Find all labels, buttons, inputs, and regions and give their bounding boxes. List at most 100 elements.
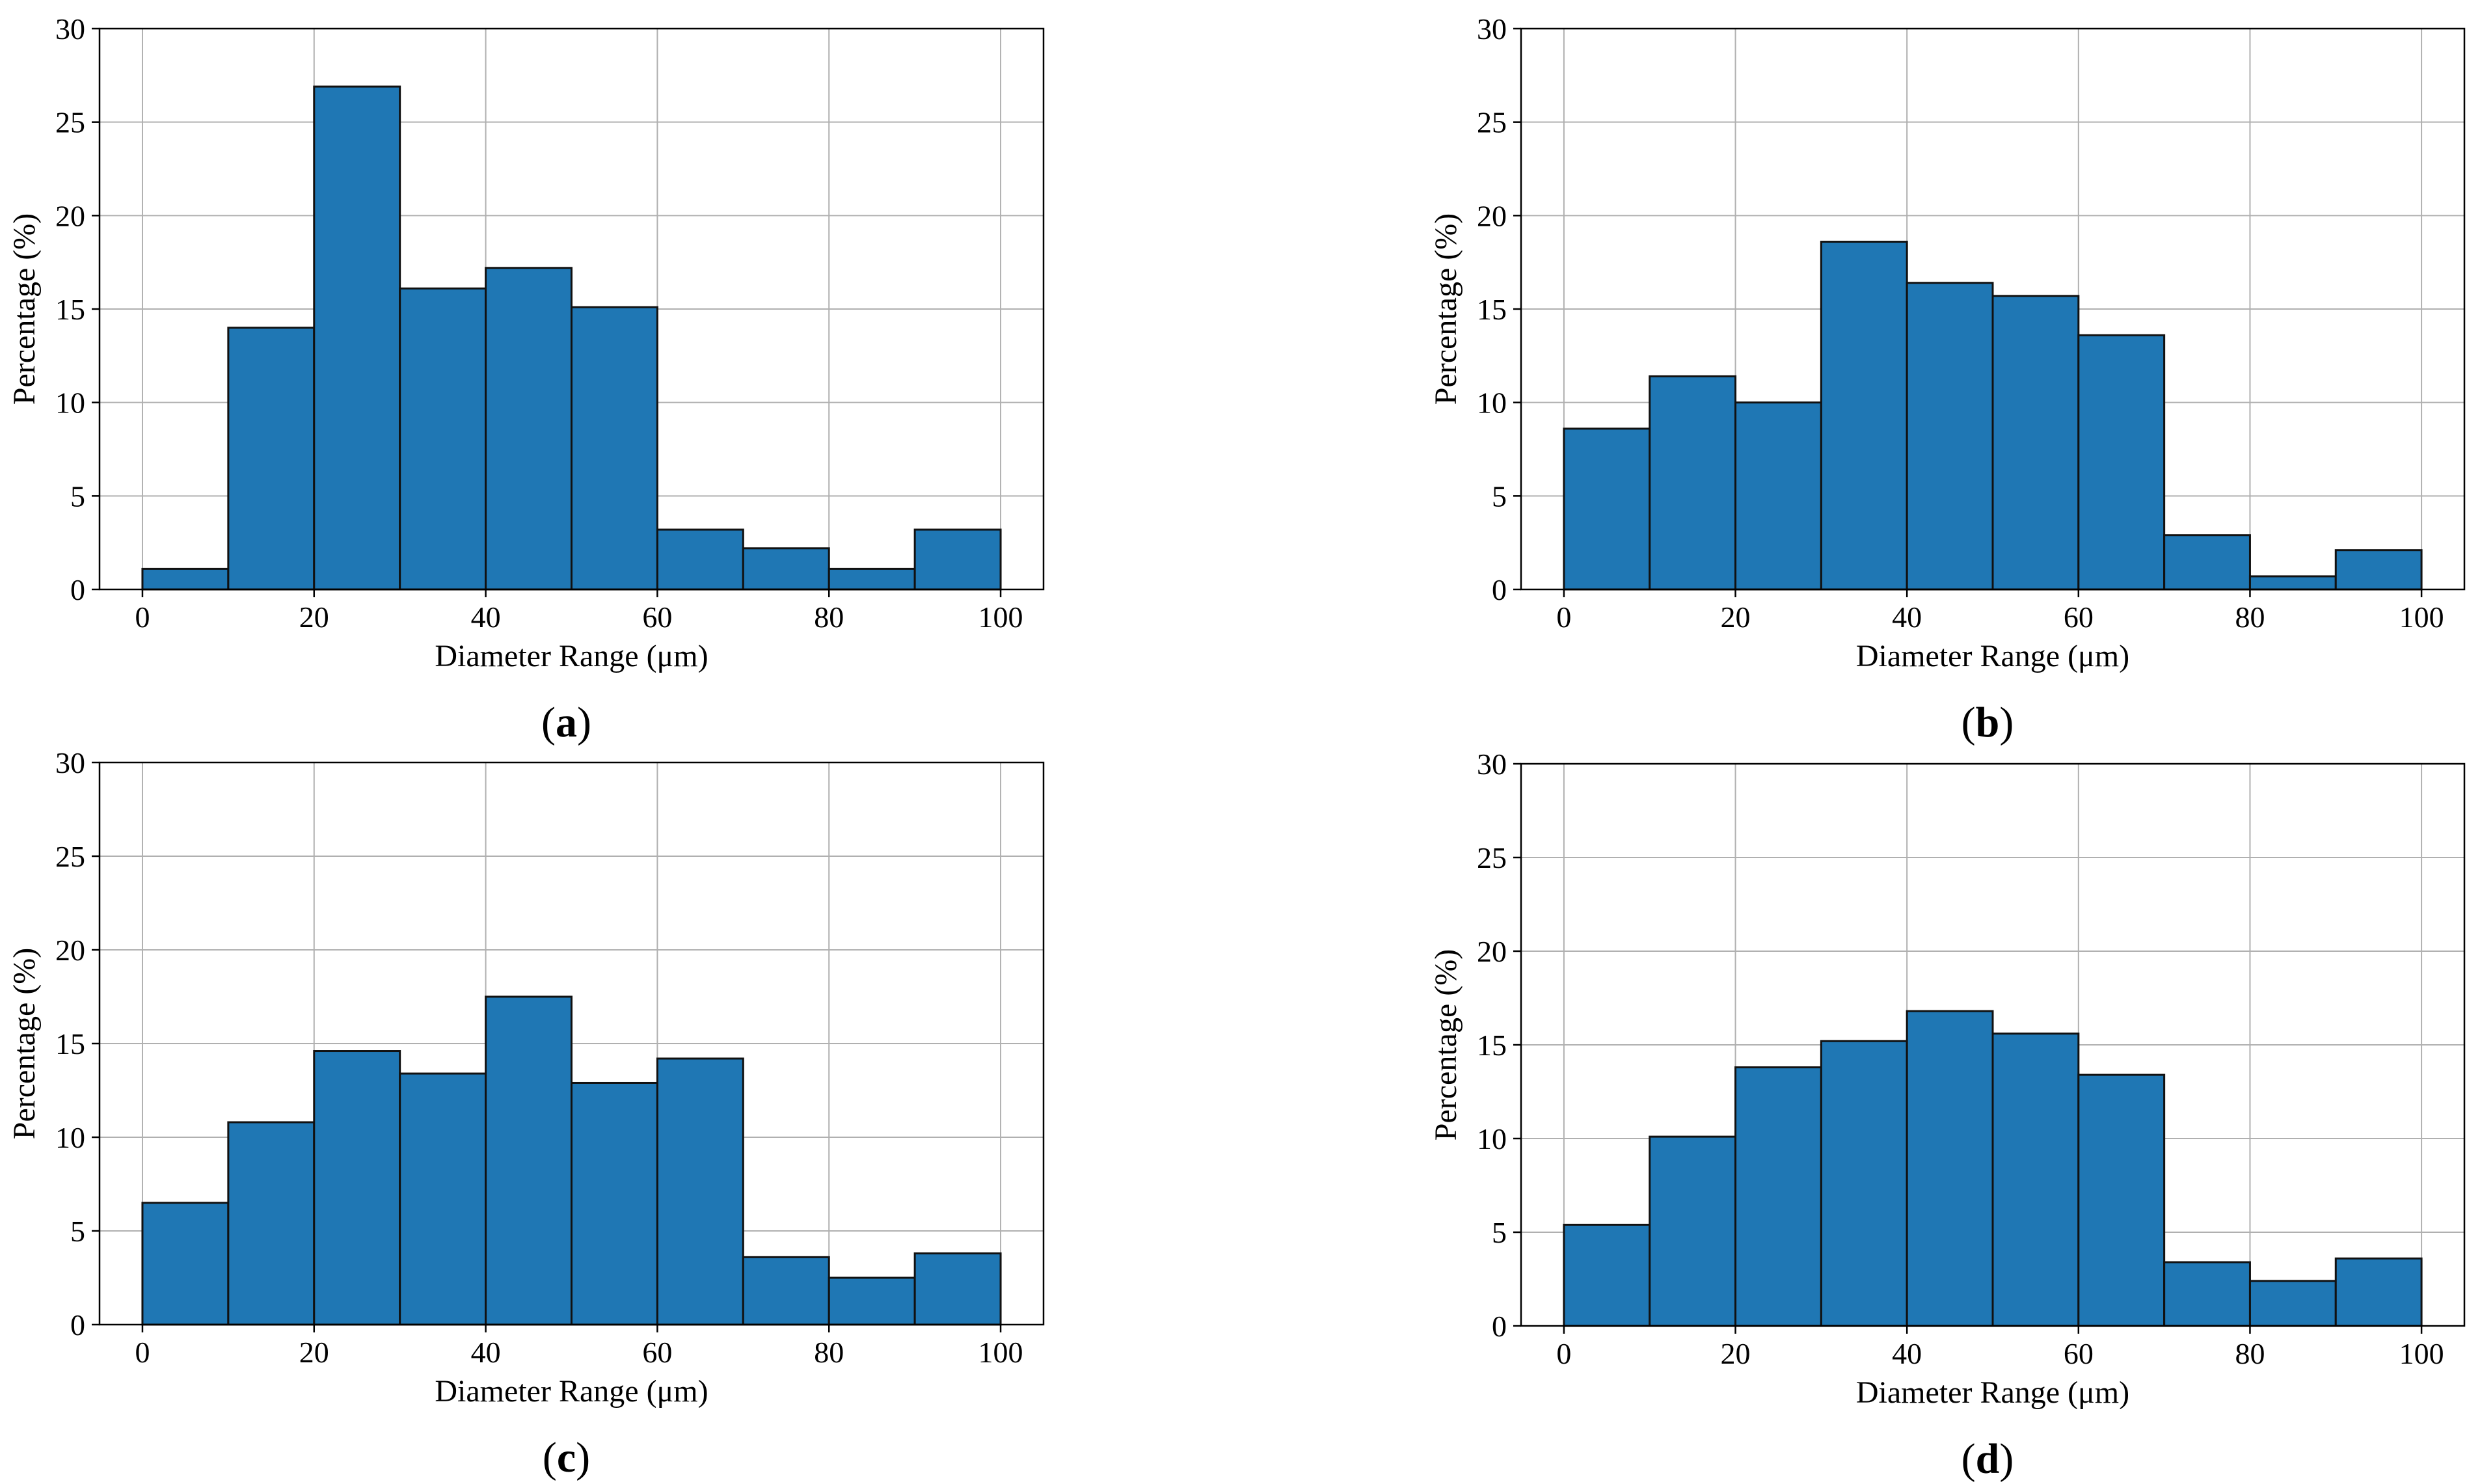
x-tick-label: 60 [642,1336,672,1369]
histogram-bar [656,1057,744,1326]
y-tick-label: 30 [1477,12,1507,46]
histogram-bar [2077,334,2166,591]
x-tick-label: 20 [299,1336,329,1369]
x-axis-title: Diameter Range (μm) [1856,639,2129,673]
histogram-bar [742,547,830,591]
histogram-bar [913,528,1002,591]
histogram-bar [2163,1261,2251,1327]
x-tick-label: 80 [814,600,844,634]
x-axis: 0 20 40 60 80 100 [135,589,1023,634]
histogram-bar [399,287,487,591]
y-tick-label: 15 [55,1027,85,1060]
x-tick-label: 100 [978,1336,1023,1369]
y-tick-label: 15 [1477,293,1507,326]
x-tick-label: 40 [1892,600,1922,634]
histogram-bar [913,1252,1002,1326]
y-tick-label: 20 [1477,199,1507,232]
x-tick-label: 40 [471,600,501,634]
y-tick-label: 25 [55,840,85,873]
y-tick-label: 25 [1477,841,1507,874]
histogram-bar [1734,1066,1822,1327]
panel-label: (b) [1961,699,2014,746]
bars [1563,1010,2423,1327]
x-axis: 0 20 40 60 80 100 [135,1325,1023,1369]
y-tick-label: 25 [55,106,85,139]
histogram-bar [656,528,744,591]
histogram-bar [1649,1135,1737,1327]
histogram-bar [828,1276,916,1326]
y-tick-label: 0 [1492,1310,1507,1343]
x-tick-label: 20 [1721,600,1751,634]
panel-d: 0 20 40 60 80 100 0 5 10 15 20 25 30 Diameter Range (… [1429,748,2466,1483]
histogram-bar [2077,1073,2166,1327]
histogram-bar [828,567,916,591]
y-axis-title: Percentage (%) [1429,213,1463,405]
histogram-bar [571,306,658,591]
y-tick-label: 10 [1477,386,1507,420]
y-axis: 0 5 10 15 20 25 30 [1477,12,1521,606]
x-tick-label: 80 [2235,1337,2265,1370]
y-axis-title: Percentage (%) [7,213,42,405]
histogram-bar [742,1256,830,1326]
histogram-bar [485,995,573,1326]
y-tick-label: 30 [1477,748,1507,781]
y-tick-label: 10 [55,386,85,420]
y-tick-label: 10 [55,1121,85,1154]
x-tick-label: 0 [1556,1337,1571,1370]
y-tick-label: 15 [55,293,85,326]
bars [141,995,1002,1326]
x-axis-title: Diameter Range (μm) [435,639,708,673]
bars [1563,241,2423,591]
y-axis: 0 5 10 15 20 25 30 [1477,748,1521,1343]
x-axis: 0 20 40 60 80 100 [1556,589,2444,634]
x-tick-label: 100 [2399,1337,2444,1370]
x-tick-label: 100 [978,600,1023,634]
y-axis: 0 5 10 15 20 25 30 [55,746,100,1342]
histogram-bar [1906,282,1994,591]
histogram-bar [1734,401,1822,591]
panel-b: 0 20 40 60 80 100 0 5 10 15 20 25 30 Diameter Range (… [1429,12,2466,746]
histogram-bar [571,1081,658,1326]
histogram-bar [485,267,573,591]
x-axis-title: Diameter Range (μm) [435,1374,708,1409]
x-tick-label: 0 [135,1336,150,1369]
histogram-bar [1906,1010,1994,1327]
histogram-bar [227,327,316,591]
x-axis-title: Diameter Range (μm) [1856,1375,2129,1410]
y-tick-label: 15 [1477,1029,1507,1062]
y-tick-label: 10 [1477,1122,1507,1155]
y-tick-label: 0 [70,1308,85,1342]
histogram-bar [1991,1032,2080,1327]
histogram-bar [399,1072,487,1326]
histogram-bar [1649,375,1737,591]
histogram-bar [313,1050,401,1326]
y-tick-label: 5 [70,479,85,513]
x-tick-label: 60 [2064,1337,2094,1370]
y-tick-label: 25 [1477,106,1507,139]
histogram-bar [227,1121,316,1326]
histogram-bar [2248,1280,2337,1327]
x-tick-label: 60 [2064,600,2094,634]
histogram-bar [1563,1223,1651,1327]
x-tick-label: 40 [1892,1337,1922,1370]
histogram-bar [1820,241,1908,591]
y-tick-label: 0 [1492,573,1507,606]
x-tick-label: 20 [1721,1337,1751,1370]
x-tick-label: 0 [1556,600,1571,634]
histogram-bar [2248,575,2337,591]
histogram-bar [2334,1257,2423,1327]
panel-a: 0 20 40 60 80 100 0 5 10 15 20 25 30 Diameter Range (… [7,12,1045,746]
histogram-bar [1991,295,2080,591]
x-tick-label: 40 [471,1336,501,1369]
histogram-bar [313,85,401,591]
panel-label: (a) [541,699,591,746]
x-axis: 0 20 40 60 80 100 [1556,1326,2444,1370]
y-tick-label: 30 [55,12,85,46]
histogram-bar [141,1202,230,1326]
y-tick-label: 20 [55,199,85,232]
x-tick-label: 0 [135,600,150,634]
x-tick-label: 80 [2235,600,2265,634]
x-tick-label: 80 [814,1336,844,1369]
y-tick-label: 5 [1492,1216,1507,1249]
